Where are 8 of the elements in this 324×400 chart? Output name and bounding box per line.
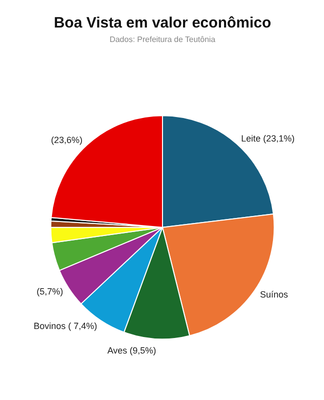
chart-subtitle: Dados: Prefeitura de Teutônia: [110, 35, 216, 44]
slice-label: Aves (9,5%): [107, 346, 156, 356]
slice-label: Leite (23,1%): [241, 134, 295, 144]
slice-label: Bovinos ( 7,4%): [34, 321, 98, 332]
chart-title: Boa Vista em valor econômico: [54, 14, 272, 32]
slice-label: Suínos: [260, 290, 289, 300]
data-label: (5,7%): [36, 286, 64, 297]
data-label: (23,6%): [51, 134, 83, 145]
